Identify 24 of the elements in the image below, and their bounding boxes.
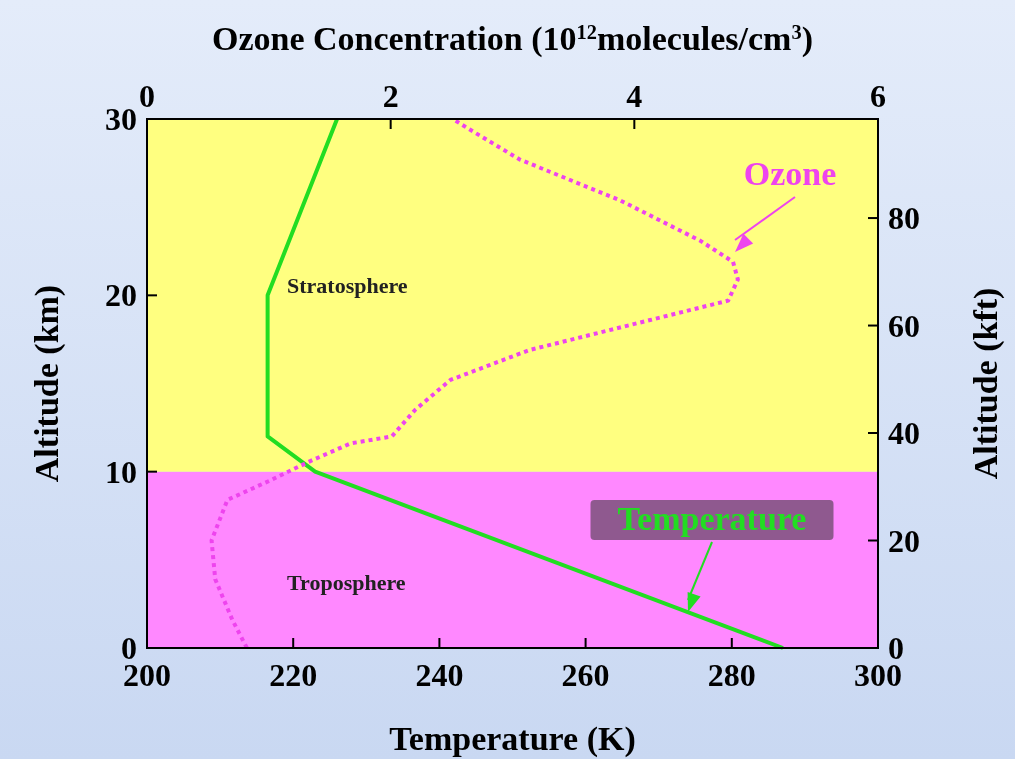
- y-tick-label: 0: [121, 630, 137, 666]
- y2-tick-label: 80: [888, 200, 920, 237]
- y2-tick-label: 60: [888, 307, 920, 344]
- x-axis-title: Temperature (K): [389, 720, 636, 758]
- y2-tick-label: 20: [888, 522, 920, 559]
- x2-tick-label: 4: [626, 78, 643, 114]
- y2-axis-title: Altitude (kft): [967, 287, 1005, 480]
- x-tick-label: 220: [269, 657, 318, 693]
- y-tick-label: 30: [105, 101, 137, 137]
- x-tick-label: 280: [707, 657, 756, 693]
- series-label: Ozone: [743, 155, 837, 192]
- band-label: Troposphere: [287, 569, 406, 595]
- y2-tick-label: 40: [888, 415, 920, 452]
- y-tick-label: 20: [105, 277, 137, 314]
- x-tick-label: 260: [561, 657, 610, 693]
- x-tick-label: 240: [415, 657, 464, 693]
- x2-tick-label: 2: [382, 78, 399, 114]
- x2-tick-label: 6: [870, 78, 886, 114]
- y-axis-title: Altitude (km): [28, 284, 66, 483]
- y-tick-label: 10: [105, 453, 137, 490]
- x2-axis-title: Ozone Concentration (10$^{12}$molecules/cm$^{3}$): [212, 20, 813, 58]
- y2-tick-label: 0: [888, 630, 904, 666]
- band-label: Stratosphere: [287, 273, 408, 299]
- series-label: Temperature: [617, 500, 807, 537]
